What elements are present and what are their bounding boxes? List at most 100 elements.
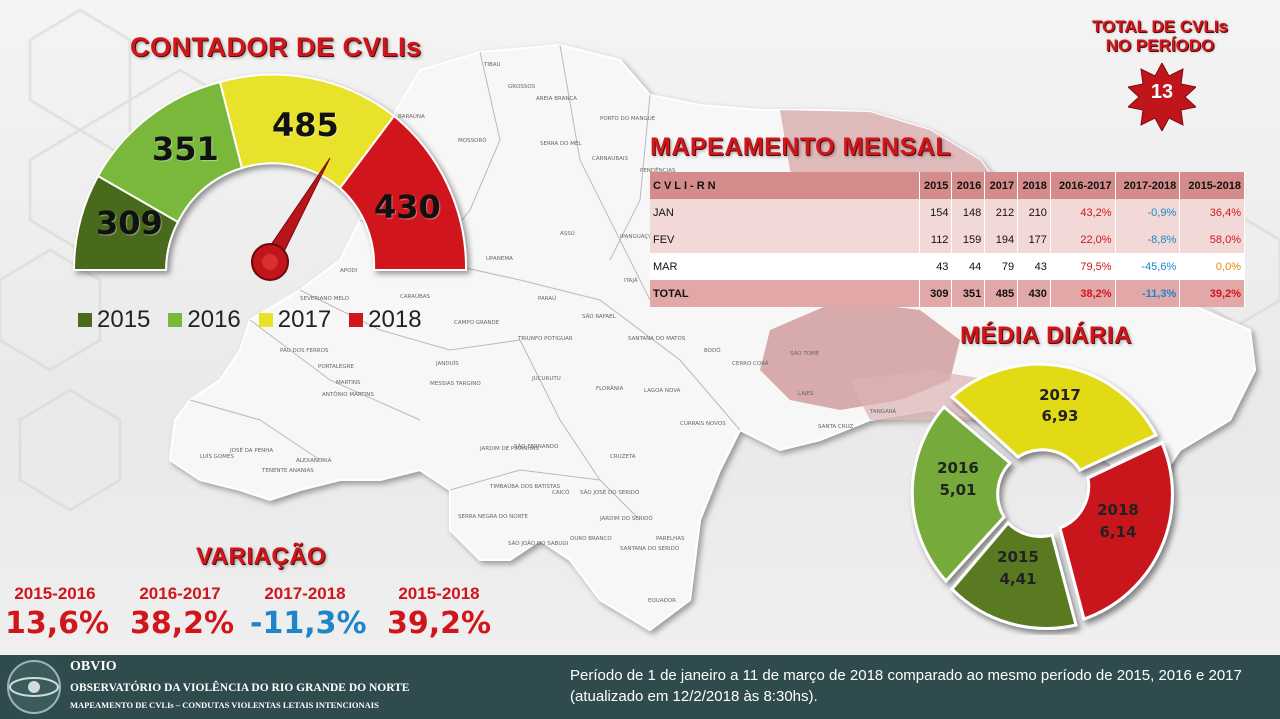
footer-bar: OBVIO OBSERVATÓRIO DA VIOLÊNCIA DO RIO G… [0, 655, 1280, 719]
table-total-row: TOTAL 309 351 485 430 38,2% -11,3% 39,2% [650, 280, 1245, 307]
table-cell: 485 [984, 280, 1019, 307]
table-cell: 43 [919, 253, 953, 280]
map-label: MOSSORÓ [458, 137, 487, 144]
donut-value-2016: 5,01 [939, 481, 976, 499]
map-label: CURRAIS NOVOS [680, 421, 726, 427]
map-label: LUÍS GOMES [200, 453, 234, 460]
table-cell: 44 [951, 253, 986, 280]
map-label: TIBAU [483, 62, 501, 68]
table-header: 2015-2018 [1179, 172, 1245, 199]
map-label: GROSSOS [508, 84, 536, 90]
table-cell: -0,9% [1115, 199, 1181, 226]
variacao-label: 2016-2017 [139, 584, 221, 603]
map-label: MARTINS [336, 380, 361, 386]
table-cell: 351 [951, 280, 986, 307]
map-label: JOSÉ DA PENHA [229, 446, 273, 454]
map-label: CARNAUBAIS [592, 156, 628, 162]
legend-item-2017: 2017 [258, 306, 332, 334]
map-label: SANTANA DO SERIDÓ [620, 545, 680, 552]
variacao-value: -11,3% [250, 606, 367, 641]
table-header: 2018 [1017, 172, 1051, 199]
map-label: FLORÂNIA [596, 385, 623, 392]
variacao-2016-2017: 2016-2017 38,2% [130, 584, 234, 641]
table-cell: 58,0% [1179, 226, 1245, 253]
table-row: JAN 154 148 212 210 43,2% -0,9% 36,4% [650, 199, 1245, 226]
legend-swatch [258, 313, 273, 327]
map-label: SANTA CRUZ [818, 424, 854, 430]
table-cell: TOTAL [650, 280, 920, 307]
map-label: CAMPO GRANDE [454, 320, 500, 326]
footer-brand: OBVIO [70, 659, 117, 674]
map-label: EQUADOR [648, 598, 676, 604]
legend-item-2018: 2018 [349, 306, 422, 334]
table-cell: 309 [919, 280, 953, 307]
table-cell: 79 [984, 253, 1019, 280]
legend-swatch [78, 313, 92, 327]
map-label: OURO BRANCO [570, 536, 612, 542]
map-label: TANGARÁ [869, 408, 896, 415]
table-cell: MAR [650, 253, 920, 280]
variacao-2015-2018: 2015-2018 39,2% [384, 584, 494, 641]
donut-slice-2016 [910, 404, 1013, 584]
variacao-value: 13,6% [5, 606, 110, 641]
table-header-row: CVLI-RN 2015 2016 2017 2018 2016-2017 20… [650, 172, 1245, 199]
map-label: SERRA DO MEL [540, 141, 582, 147]
map-label: SÃO FERNANDO [514, 443, 559, 450]
gauge-value-2018: 430 [374, 188, 441, 226]
table-cell: 43 [1017, 253, 1051, 280]
table-cell: 177 [1017, 226, 1051, 253]
variacao-2017-2018: 2017-2018 -11,3% [250, 584, 367, 641]
legend-item-2016: 2016 [168, 306, 241, 334]
table-cell: 159 [951, 226, 986, 253]
map-label: TENENTE ANANIAS [261, 468, 314, 474]
donut-value-2017: 6,93 [1041, 407, 1078, 425]
table-cell: 194 [984, 226, 1019, 253]
table-row: FEV 112 159 194 177 22,0% -8,8% 58,0% [650, 226, 1245, 253]
gauge-segment-2018 [338, 114, 468, 271]
mapeamento-title: MAPEAMENTO MENSAL [650, 133, 952, 161]
map-label: AREIA BRANCA [536, 96, 577, 102]
starburst-badge [1128, 63, 1196, 131]
donut-year-2017: 2017 [1039, 386, 1081, 404]
map-label: ANTÔNIO MARTINS [322, 391, 374, 398]
donut-slice-2018 [1058, 440, 1174, 621]
map-label: BODÓ [704, 347, 721, 354]
table-cell: -11,3% [1115, 280, 1181, 307]
map-label: JARDIM DO SERIDÓ [599, 515, 653, 522]
variacao-label: 2015-2016 [14, 584, 96, 603]
legend-label: 2016 [187, 306, 241, 333]
footer-period-note: Período de 1 de janeiro a 11 de março de… [570, 667, 1242, 705]
total-value: 13 [1150, 81, 1174, 103]
table-cell: -8,8% [1115, 226, 1181, 253]
table-cell: 38,2% [1050, 280, 1116, 307]
map-label: CRUZETA [610, 454, 636, 460]
legend-swatch [349, 313, 364, 327]
monthly-table: CVLI-RN 2015 2016 2017 2018 2016-2017 20… [650, 172, 1245, 307]
donut-slice-2015 [949, 520, 1078, 630]
map-label: SÃO JOÃO DO SABUGI [508, 540, 569, 547]
footer-org: OBSERVATÓRIO DA VIOLÊNCIA DO RIO GRANDE … [70, 682, 410, 694]
table-cell: 43,2% [1050, 199, 1116, 226]
map-label: LAJES [798, 391, 814, 397]
legend-label: 2017 [277, 306, 332, 333]
table-cell: 79,5% [1050, 253, 1116, 280]
map-label: ALEXANDRIA [296, 458, 332, 464]
donut-year-2015: 2015 [997, 548, 1039, 566]
gauge-value-2016: 351 [152, 130, 219, 168]
gauge-value-2015: 309 [96, 204, 163, 242]
map-label: SERRA NEGRA DO NORTE [458, 514, 528, 520]
legend-swatch [168, 313, 183, 327]
gauge-legend: 2015 2016 2017 2018 [78, 306, 422, 334]
map-label: CARAÚBAS [400, 293, 431, 300]
table-cell: 22,0% [1050, 226, 1116, 253]
map-label: ITAJÁ [624, 277, 638, 284]
map-label: JUCURUTU [531, 376, 561, 382]
table-cell: 39,2% [1179, 280, 1245, 307]
table-header: 2015 [919, 172, 953, 199]
table-cell: 148 [951, 199, 986, 226]
table-cell: JAN [650, 199, 920, 226]
total-block: TOTAL DE CVLIs NO PERÍODO 13 [1080, 17, 1240, 131]
legend-label: 2015 [97, 306, 151, 333]
obvio-logo-icon [7, 660, 61, 714]
map-label: SÃO JOSÉ DO SERIDÓ [580, 488, 640, 496]
